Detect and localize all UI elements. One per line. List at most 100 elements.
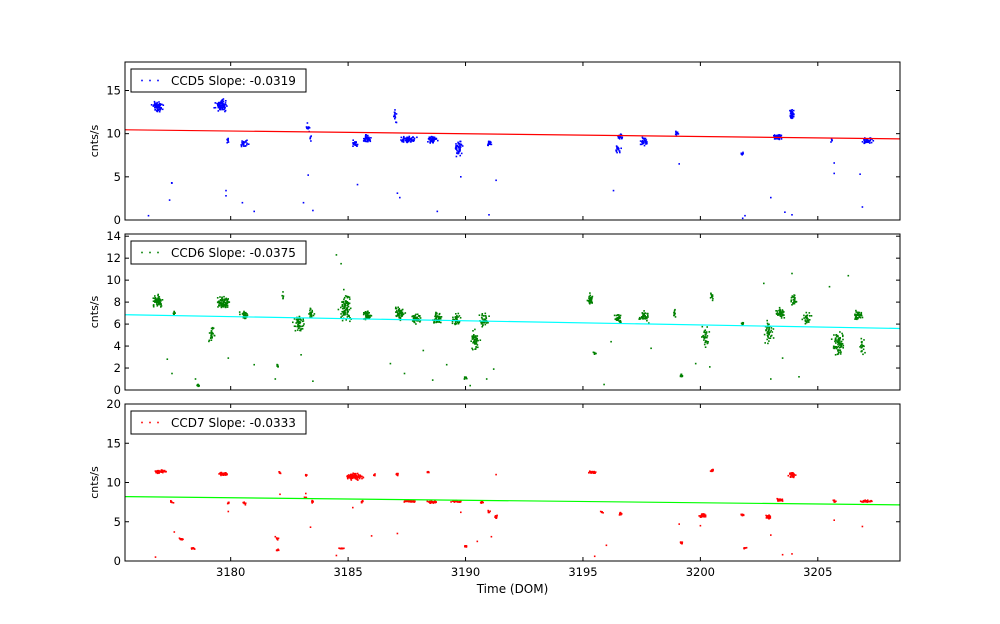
data-point: [394, 109, 396, 111]
data-point: [222, 109, 224, 111]
data-point: [310, 135, 312, 137]
data-point: [675, 316, 677, 318]
data-point: [402, 309, 404, 311]
data-point: [342, 305, 344, 307]
data-point: [371, 315, 373, 317]
data-point: [346, 308, 348, 310]
data-point: [222, 306, 224, 308]
data-point: [840, 351, 842, 353]
data-point: [153, 105, 155, 107]
data-point: [695, 363, 697, 365]
data-point: [409, 138, 411, 140]
data-point: [768, 340, 770, 342]
data-point: [165, 471, 167, 473]
data-point: [213, 327, 215, 329]
data-point: [368, 312, 370, 314]
data-point: [606, 545, 608, 547]
data-point: [343, 312, 345, 314]
data-point: [712, 295, 714, 297]
data-point: [295, 330, 297, 332]
data-point: [367, 311, 369, 313]
data-point: [459, 155, 461, 157]
data-point: [618, 148, 620, 150]
data-point: [156, 102, 158, 104]
data-point: [474, 329, 476, 331]
data-point: [212, 333, 214, 335]
data-point: [650, 348, 652, 350]
data-point: [838, 345, 840, 347]
data-point: [600, 511, 602, 513]
data-point: [869, 142, 871, 144]
data-point: [277, 365, 279, 367]
data-point: [439, 316, 441, 318]
data-point: [300, 328, 302, 330]
data-point: [394, 113, 396, 115]
data-point: [400, 317, 402, 319]
data-point: [349, 298, 351, 300]
data-point: [790, 116, 792, 118]
data-point: [712, 470, 714, 472]
data-point: [247, 314, 249, 316]
data-point: [221, 473, 223, 475]
data-point: [242, 313, 244, 315]
data-point: [302, 319, 304, 321]
data-point: [343, 302, 345, 304]
data-point: [415, 317, 417, 319]
data-point: [398, 313, 400, 315]
data-point: [791, 214, 793, 216]
data-point: [465, 545, 467, 547]
data-point: [297, 329, 299, 331]
data-point: [369, 139, 371, 141]
data-point: [741, 153, 743, 155]
data-point: [431, 140, 433, 142]
data-point: [345, 300, 347, 302]
data-point: [796, 301, 798, 303]
data-point: [171, 373, 173, 375]
data-point: [643, 310, 645, 312]
data-point: [218, 305, 220, 307]
data-point: [314, 313, 316, 315]
data-point: [343, 299, 345, 301]
data-point: [307, 127, 309, 129]
data-point: [803, 317, 805, 319]
data-point: [781, 317, 783, 319]
data-point: [218, 103, 220, 105]
data-point: [302, 328, 304, 330]
data-point: [347, 311, 349, 313]
data-point: [769, 331, 771, 333]
data-point: [181, 538, 183, 540]
data-point: [220, 302, 222, 304]
data-point: [678, 163, 680, 165]
data-point: [773, 328, 775, 330]
data-point: [459, 315, 461, 317]
data-point: [485, 316, 487, 318]
data-point: [620, 148, 622, 150]
data-point: [173, 502, 175, 504]
data-point: [840, 353, 842, 355]
data-point: [157, 298, 159, 300]
data-point: [455, 148, 457, 150]
data-point: [618, 316, 620, 318]
data-point: [646, 313, 648, 315]
data-point: [155, 109, 157, 111]
data-point: [435, 322, 437, 324]
data-point: [222, 103, 224, 105]
data-point: [590, 297, 592, 299]
data-point: [837, 354, 839, 356]
data-point: [411, 316, 413, 318]
data-point: [455, 313, 457, 315]
data-point: [280, 473, 282, 475]
data-point: [151, 104, 153, 106]
data-point: [616, 315, 618, 317]
data-point: [487, 510, 489, 512]
data-point: [460, 146, 462, 148]
data-point: [837, 336, 839, 338]
data-point: [589, 303, 591, 305]
data-point: [475, 336, 477, 338]
data-point: [791, 109, 793, 111]
data-point: [347, 314, 349, 316]
data-point: [589, 292, 591, 294]
data-point: [157, 295, 159, 297]
data-point: [488, 143, 490, 145]
data-point: [294, 325, 296, 327]
